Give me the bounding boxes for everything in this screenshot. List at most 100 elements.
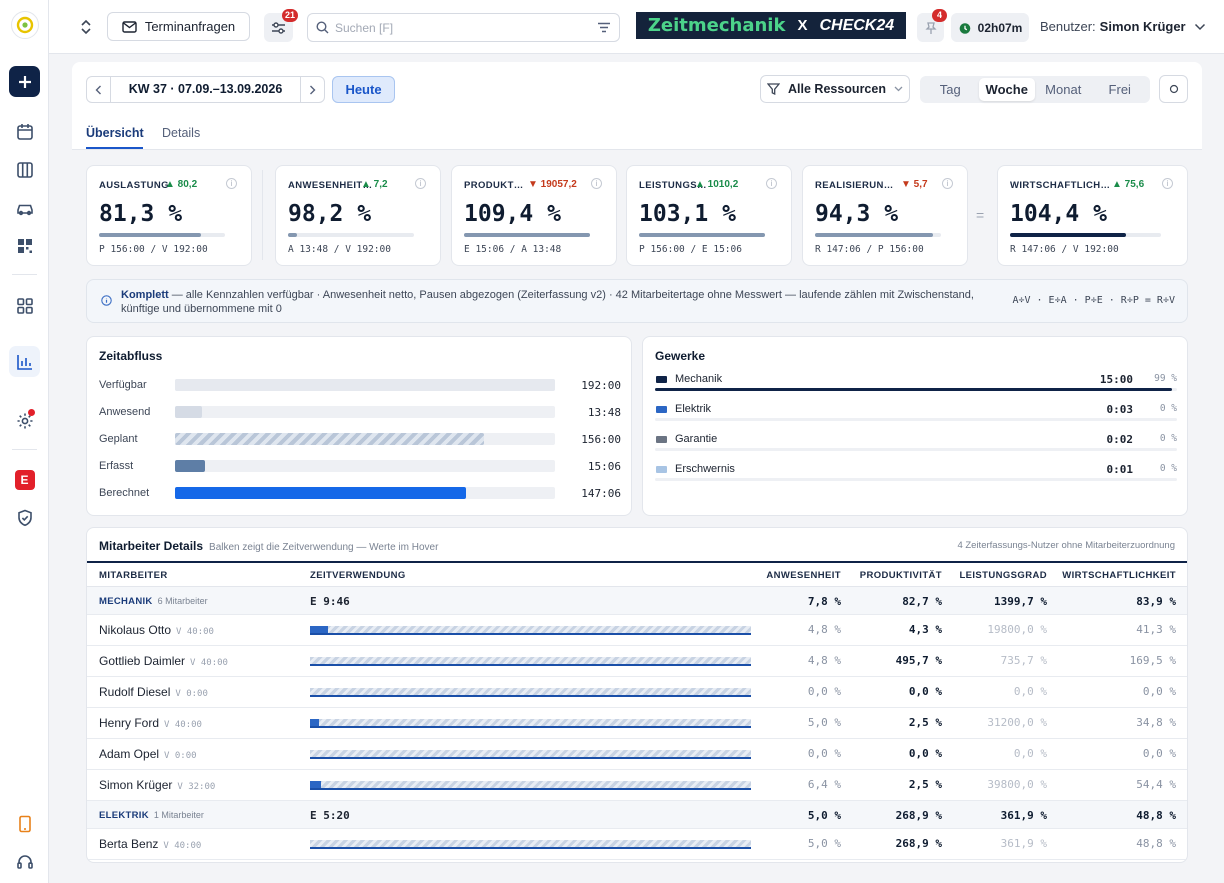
new-button[interactable] <box>9 66 40 97</box>
col-wirtschaftlichkeit[interactable]: WIRTSCHAFTLICHKEIT <box>1062 570 1176 581</box>
sidebar-item-vehicles[interactable] <box>9 192 40 223</box>
resources-dropdown[interactable]: Alle Ressourcen <box>760 75 910 103</box>
terminanfragen-button[interactable]: Terminanfragen <box>107 12 250 41</box>
info-icon[interactable]: i <box>1162 178 1173 189</box>
kpi-sub: R 147:06 / P 156:00 <box>815 244 924 255</box>
notice-text: Komplett — alle Kennzahlen verfügbar · A… <box>121 288 991 316</box>
chevron-updown-icon <box>81 19 91 35</box>
search-box[interactable] <box>307 13 620 42</box>
view-monat[interactable]: Monat <box>1045 82 1082 97</box>
sidebar: E <box>0 0 49 883</box>
table-row[interactable]: Adam Opel V 0:00 0,0 % 0,0 % 0,0 % 0,0 % <box>87 739 1187 770</box>
user-name: Simon Krüger <box>1099 19 1186 34</box>
gewerk-name: Garantie <box>675 433 718 445</box>
group-row[interactable]: ELEKTRIK 1 Mitarbeiter E 5:20 5,0 % 268,9 % 3… <box>87 801 1187 829</box>
group-row[interactable]: MECHANIK 6 Mitarbeiter E 9:46 7,8 % 82,7 % 13… <box>87 587 1187 615</box>
gewerk-hours: 0:01 <box>1106 463 1134 476</box>
table-row[interactable]: Gottlieb Daimler V 40:00 4,8 % 495,7 % 735,7… <box>87 646 1187 677</box>
sidebar-item-settings[interactable] <box>9 405 40 436</box>
col-leistungsgrad[interactable]: LEISTUNGSGRAD <box>959 570 1047 581</box>
cell-anwesenheit: 5,0 % <box>807 837 841 850</box>
sidebar-item-reports[interactable] <box>9 346 40 377</box>
time-usage-bar[interactable] <box>310 657 751 667</box>
time-usage-bar[interactable] <box>310 626 751 636</box>
week-label[interactable]: KW 37 · 07.09.–13.09.2026 <box>128 82 283 96</box>
view-woche[interactable]: Woche <box>978 78 1035 101</box>
col-produktivitaet[interactable]: PRODUKTIVITÄT <box>859 570 942 581</box>
view-tag[interactable]: Tag <box>939 82 961 97</box>
cell-leistungsgrad: 1399,7 % <box>994 595 1047 608</box>
user-menu[interactable]: Benutzer: Simon Krüger <box>1040 19 1206 34</box>
info-icon[interactable]: i <box>942 178 953 189</box>
table-row[interactable]: Simon Krüger V 32:00 6,4 % 2,5 % 39800,0 % 54… <box>87 770 1187 801</box>
sidebar-item-security[interactable] <box>9 502 40 533</box>
kpi-delta: ▼ 19057,2 <box>528 179 577 190</box>
table-row[interactable]: Rudolf Diesel V 0:00 0,0 % 0,0 % 0,0 % 0,0 % <box>87 677 1187 708</box>
kpi-card[interactable]: LEISTUNGS… ▲ 1010,2 i 103,1 % P 156:00 / E 1… <box>626 165 792 266</box>
gewerk-track <box>655 448 1177 451</box>
time-usage-bar[interactable] <box>310 719 751 729</box>
timer-button[interactable]: 02h07m <box>951 13 1029 42</box>
search-input[interactable] <box>335 20 597 35</box>
time-usage-line <box>310 633 751 635</box>
view-frei[interactable]: Frei <box>1108 82 1131 97</box>
time-usage-bar[interactable] <box>310 688 751 698</box>
table-row[interactable]: Nikolaus Otto V 40:00 4,8 % 4,3 % 19800,0 % 4… <box>87 615 1187 646</box>
plus-icon <box>18 75 31 88</box>
zeitabfluss-label: Erfasst <box>99 460 134 472</box>
kpi-value: 94,3 % <box>815 201 899 227</box>
gewerk-row[interactable]: Garantie 0:02 0 % <box>655 433 1177 455</box>
sidebar-item-e[interactable]: E <box>9 464 40 495</box>
notifications-button[interactable]: 21 <box>264 9 298 42</box>
kpi-label: ANWESENHEIT… <box>288 180 373 191</box>
time-usage-bar[interactable] <box>310 750 751 760</box>
sidebar-item-board[interactable] <box>9 154 40 185</box>
tab-uebersicht[interactable]: Übersicht <box>86 126 144 140</box>
zeitabfluss-row: Verfügbar 192:00 <box>99 377 621 393</box>
gewerk-row[interactable]: Elektrik 0:03 0 % <box>655 403 1177 425</box>
col-mitarbeiter[interactable]: MITARBEITER <box>99 570 168 581</box>
col-anwesenheit[interactable]: ANWESENHEIT <box>766 570 841 581</box>
table-row[interactable]: Berta Benz V 40:00 5,0 % 268,9 % 361,9 % 48,8… <box>87 829 1187 860</box>
expand-toggle[interactable] <box>79 17 93 40</box>
alerts-button[interactable]: 4 <box>917 9 947 42</box>
kpi-value: 104,4 % <box>1010 201 1107 227</box>
tab-details[interactable]: Details <box>162 126 201 140</box>
kpi-label: PRODUKT… <box>464 180 524 191</box>
info-icon[interactable]: i <box>415 178 426 189</box>
kpi-card[interactable]: AUSLASTUNG ▲ 80,2 i 81,3 % P 156:00 / V 192:… <box>86 165 252 266</box>
kpi-card[interactable]: ANWESENHEIT… ▲ 7,2 i 98,2 % A 13:48 / V 192:… <box>275 165 441 266</box>
app-logo[interactable] <box>11 11 39 39</box>
group-time: E 5:20 <box>310 809 350 822</box>
prev-week-button[interactable] <box>87 77 111 102</box>
kpi-card[interactable]: PRODUKT… ▼ 19057,2 i 109,4 % E 15:06 / A 13:… <box>451 165 617 266</box>
time-usage-planned <box>310 626 751 633</box>
today-button[interactable]: Heute <box>332 76 395 103</box>
sidebar-item-dashboard[interactable] <box>9 290 40 321</box>
time-usage-line <box>310 726 751 728</box>
next-week-button[interactable] <box>300 77 324 102</box>
kpi-card[interactable]: REALISIERUN… ▼ 5,7 i 94,3 % R 147:06 / P 156… <box>802 165 968 266</box>
gewerk-row[interactable]: Mechanik 15:00 99 % <box>655 373 1177 395</box>
gewerk-row[interactable]: Erschwernis 0:01 0 % <box>655 463 1177 485</box>
info-icon[interactable]: i <box>766 178 777 189</box>
refresh-button[interactable] <box>1159 75 1188 103</box>
time-usage-bar[interactable] <box>310 781 751 791</box>
kpi-card[interactable]: WIRTSCHAFTLICH… ▲ 75,6 i 104,4 % R 147:06 / … <box>997 165 1188 266</box>
row-name: Gottlieb Daimler <box>99 654 186 668</box>
table-row[interactable]: Henry Ford V 40:00 5,0 % 2,5 % 31200,0 % 34,8… <box>87 708 1187 739</box>
info-icon[interactable]: i <box>591 178 602 189</box>
kpi-bar <box>99 233 225 237</box>
gewerk-bar <box>655 388 1172 391</box>
col-zeitverwendung[interactable]: ZEITVERWENDUNG <box>310 570 406 581</box>
sidebar-item-support[interactable] <box>9 846 40 877</box>
sidebar-item-calendar[interactable] <box>9 116 40 147</box>
cell-produktivitaet: 82,7 % <box>902 595 942 608</box>
zeitabfluss-row: Erfasst 15:06 <box>99 458 621 474</box>
time-usage-bar[interactable] <box>310 840 751 850</box>
sidebar-item-scan[interactable] <box>9 230 40 261</box>
info-icon[interactable]: i <box>226 178 237 189</box>
sidebar-item-tablet[interactable] <box>9 808 40 839</box>
filter-lines-icon[interactable] <box>597 22 611 33</box>
cell-leistungsgrad: 0,0 % <box>1013 685 1047 698</box>
